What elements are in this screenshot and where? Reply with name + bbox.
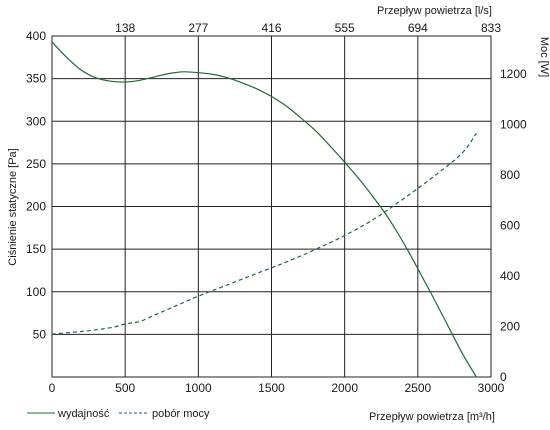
y-axis-ticks: 50 100 150 200 250 300 350 400 [26,29,46,341]
y-tick-label: 100 [26,285,46,299]
plot-frame [51,35,492,378]
grid [52,36,491,377]
x2-tick-label: 694 [408,21,428,35]
x2-tick-label: 833 [481,21,501,35]
y-tick-label: 400 [26,29,46,43]
legend-label-wydajnosc: wydajność [57,408,110,420]
x-tick-label: 1500 [258,381,285,395]
x-tick-label: 2000 [331,381,358,395]
y-tick-label: 300 [26,114,46,128]
y-tick-label: 50 [33,327,47,341]
y-tick-label: 150 [26,242,46,256]
x2-tick-label: 138 [115,21,135,35]
x2-axis-title: Przepływ powietrza [l/s] [377,5,492,17]
y2-tick-label: 1200 [500,67,527,81]
x2-tick-label: 416 [261,21,281,35]
series-line-wydajnosc [51,41,477,378]
x-tick-label: 2500 [404,381,431,395]
x2-tick-label: 555 [335,21,355,35]
x-tick-label: 500 [115,381,135,395]
x-tick-label: 1000 [185,381,212,395]
x-axis-ticks: 0 500 1000 1500 2000 2500 3000 [49,381,505,395]
y2-axis-title: Moc [W] [538,37,550,77]
legend-label-pobor-mocy: pobór mocy [152,408,210,420]
legend: wydajność pobór mocy [27,408,210,420]
y2-tick-label: 1000 [500,117,527,131]
x-tick-label: 3000 [478,381,505,395]
y2-tick-label: 600 [500,218,520,232]
y-axis-title: Ciśnienie statyczne [Pa] [7,148,19,265]
x-axis-title: Przepływ powietrza [m³/h] [369,411,495,423]
y-tick-label: 250 [26,157,46,171]
y2-tick-label: 400 [500,269,520,283]
y2-tick-label: 0 [500,370,507,384]
y2-axis-ticks: 0 200 400 600 800 1000 1200 [500,67,527,384]
series-layer [51,41,477,378]
x2-axis-ticks: 138 277 416 555 694 833 [115,21,501,35]
y-tick-label: 350 [26,72,46,86]
y-tick-label: 200 [26,200,46,214]
x-tick-label: 0 [49,381,56,395]
y2-tick-label: 800 [500,168,520,182]
y2-tick-label: 200 [500,319,520,333]
series-line-pobor-mocy [51,132,477,335]
x2-tick-label: 277 [188,21,208,35]
